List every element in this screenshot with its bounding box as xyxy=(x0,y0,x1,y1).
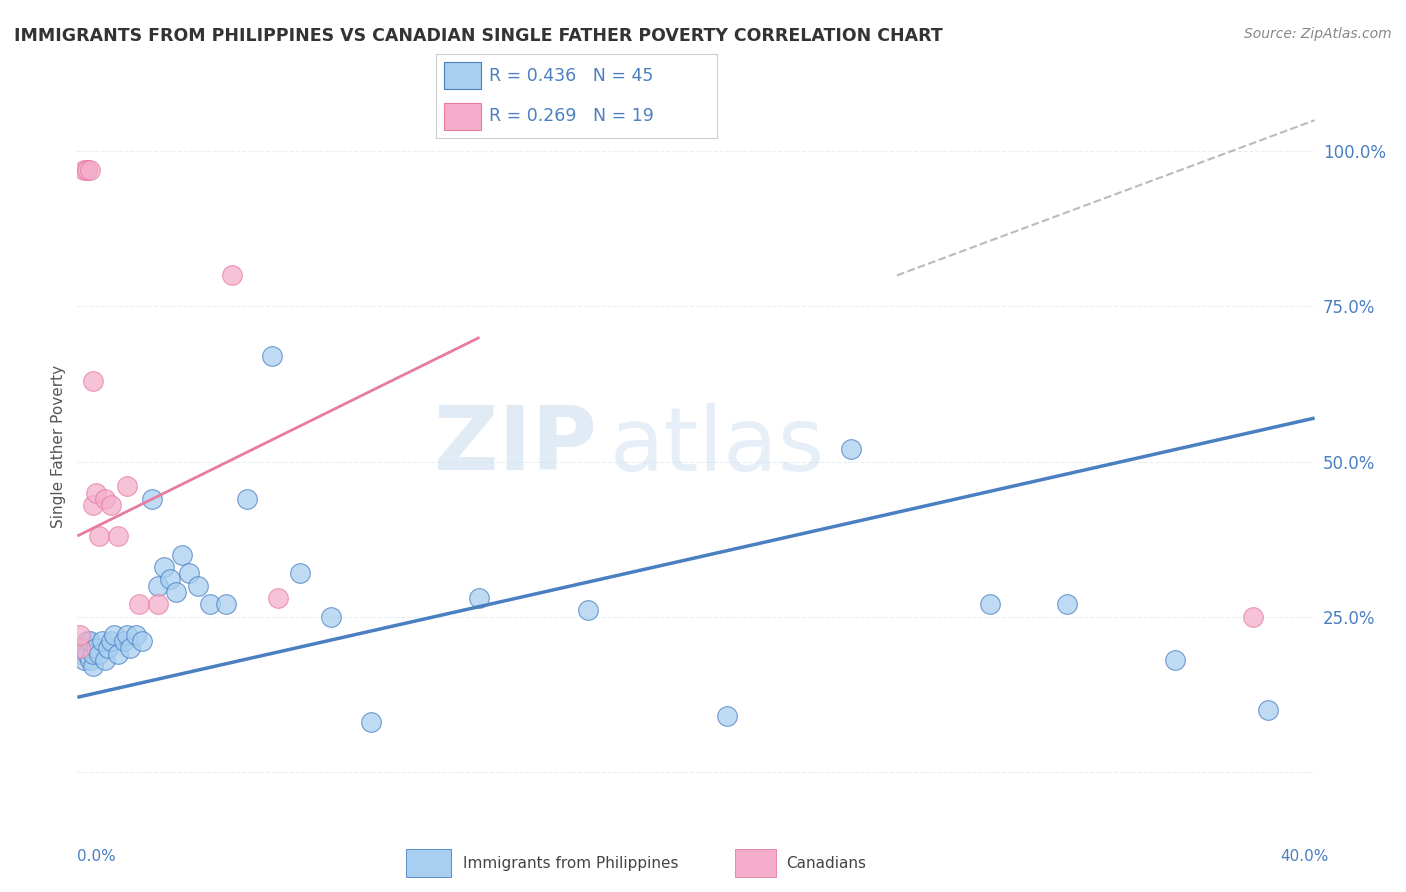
FancyBboxPatch shape xyxy=(444,62,481,89)
Point xyxy=(100,634,122,648)
Point xyxy=(141,491,163,506)
Point xyxy=(79,162,101,177)
Point xyxy=(107,647,129,661)
Point xyxy=(107,529,129,543)
Point xyxy=(76,162,98,177)
Y-axis label: Single Father Poverty: Single Father Poverty xyxy=(51,365,66,527)
Point xyxy=(84,640,107,655)
Point xyxy=(84,485,107,500)
Point xyxy=(146,597,169,611)
Point xyxy=(839,442,862,456)
Point xyxy=(94,653,117,667)
Point xyxy=(177,566,200,581)
Point xyxy=(468,591,491,605)
FancyBboxPatch shape xyxy=(406,849,451,877)
Point xyxy=(187,579,209,593)
Point xyxy=(1241,609,1264,624)
Point xyxy=(91,634,114,648)
Point xyxy=(82,374,104,388)
Point xyxy=(82,659,104,673)
Text: Canadians: Canadians xyxy=(786,855,866,871)
Point xyxy=(79,634,101,648)
Point xyxy=(267,591,290,605)
Text: Source: ZipAtlas.com: Source: ZipAtlas.com xyxy=(1244,27,1392,41)
Text: 40.0%: 40.0% xyxy=(1281,849,1329,863)
Point xyxy=(94,491,117,506)
Text: atlas: atlas xyxy=(609,402,824,490)
Point xyxy=(236,491,259,506)
Text: R = 0.436   N = 45: R = 0.436 N = 45 xyxy=(489,67,654,85)
Point xyxy=(87,529,110,543)
Point xyxy=(97,640,120,655)
Point xyxy=(200,597,222,611)
Point xyxy=(82,498,104,512)
Text: R = 0.269   N = 19: R = 0.269 N = 19 xyxy=(489,107,654,125)
Point xyxy=(69,628,91,642)
Point xyxy=(1257,703,1279,717)
Point xyxy=(76,162,98,177)
Point xyxy=(360,715,382,730)
Point xyxy=(172,548,194,562)
Point xyxy=(125,628,148,642)
FancyBboxPatch shape xyxy=(444,103,481,130)
Point xyxy=(159,573,181,587)
Point xyxy=(131,634,153,648)
Point xyxy=(69,647,91,661)
Point xyxy=(262,349,284,363)
Point xyxy=(79,653,101,667)
Text: 0.0%: 0.0% xyxy=(77,849,117,863)
Point xyxy=(128,597,150,611)
Point xyxy=(115,628,138,642)
Point xyxy=(576,603,599,617)
Text: Immigrants from Philippines: Immigrants from Philippines xyxy=(464,855,679,871)
Point xyxy=(72,640,94,655)
Point xyxy=(100,498,122,512)
Point xyxy=(153,560,176,574)
Point xyxy=(146,579,169,593)
Point xyxy=(1164,653,1187,667)
Point xyxy=(165,584,187,599)
Point xyxy=(103,628,125,642)
Point xyxy=(112,634,135,648)
Point xyxy=(76,647,98,661)
Point xyxy=(288,566,311,581)
Point xyxy=(1056,597,1078,611)
Text: ZIP: ZIP xyxy=(434,402,598,490)
Point xyxy=(82,647,104,661)
Point xyxy=(72,162,94,177)
Point xyxy=(215,597,238,611)
Point xyxy=(319,609,342,624)
Text: IMMIGRANTS FROM PHILIPPINES VS CANADIAN SINGLE FATHER POVERTY CORRELATION CHART: IMMIGRANTS FROM PHILIPPINES VS CANADIAN … xyxy=(14,27,943,45)
Point xyxy=(115,479,138,493)
FancyBboxPatch shape xyxy=(735,849,776,877)
Point xyxy=(76,634,98,648)
Point xyxy=(118,640,141,655)
Point xyxy=(716,709,738,723)
Point xyxy=(72,653,94,667)
Point xyxy=(69,640,91,655)
Point xyxy=(221,268,243,283)
Point xyxy=(87,647,110,661)
Point xyxy=(979,597,1001,611)
